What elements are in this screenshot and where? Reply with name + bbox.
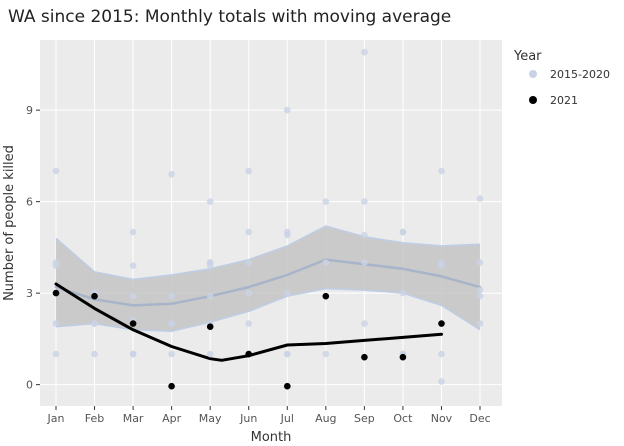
legend-label: 2015-2020 (550, 68, 610, 81)
data-point-2015-2020 (476, 195, 484, 202)
x-tick-label: May (199, 412, 222, 425)
data-point-2015-2020 (322, 350, 330, 358)
x-tick-label: Nov (431, 412, 453, 425)
data-point-2015-2020 (476, 259, 484, 266)
data-point-2015-2020 (245, 228, 252, 236)
x-tick-label: Apr (162, 412, 182, 425)
data-point-2015-2020 (284, 289, 291, 297)
y-tick-label: 6 (26, 196, 33, 209)
data-point-2015-2020 (52, 262, 60, 270)
data-point-2021 (438, 320, 445, 327)
moving-average-lines (54, 258, 482, 362)
data-point-2015-2020 (476, 286, 484, 294)
data-point-2015-2020 (206, 198, 214, 205)
data-point-2015-2020 (206, 292, 214, 300)
data-point-2021 (91, 292, 98, 300)
data-point-2015-2020 (476, 320, 484, 327)
data-point-2015-2020 (206, 262, 214, 270)
legend-marker (529, 70, 537, 78)
y-tick-label: 9 (26, 104, 33, 117)
data-point-2021 (129, 320, 137, 327)
data-point-2015-2020 (284, 231, 291, 239)
data-point-2021 (322, 292, 330, 300)
x-tick-label: Mar (123, 412, 144, 425)
data-point-2015-2020 (52, 350, 60, 358)
y-axis-ticks: 0 3 6 9 (26, 104, 40, 392)
legend-title: Year (513, 49, 542, 64)
data-point-2015-2020 (399, 228, 407, 236)
x-tick-label: Jul (280, 412, 294, 425)
data-point-2021 (361, 353, 368, 361)
data-point-2015-2020 (168, 320, 175, 327)
data-point-2015-2020 (438, 262, 445, 270)
data-point-2015-2020 (206, 350, 214, 358)
data-point-2015-2020 (91, 320, 98, 327)
data-point-2021 (245, 350, 252, 358)
legend-label: 2021 (550, 94, 578, 107)
band-upper-edge (55, 225, 481, 281)
data-point-2015-2020 (476, 292, 484, 300)
data-point-2015-2020 (129, 350, 137, 358)
data-point-2015-2020 (438, 350, 445, 358)
data-point-2015-2020 (399, 289, 407, 297)
data-point-2021 (399, 353, 407, 361)
data-points (52, 48, 484, 390)
x-axis-title: Month (251, 430, 292, 445)
x-tick-label: Feb (85, 412, 104, 425)
data-point-2021 (52, 289, 60, 297)
series-line-2021-average (54, 282, 443, 362)
data-point-2015-2020 (361, 48, 368, 56)
data-point-2015-2020 (168, 350, 175, 358)
y-tick-label: 3 (26, 287, 33, 300)
data-point-2015-2020 (52, 320, 60, 327)
data-point-2015-2020 (52, 167, 60, 175)
data-point-2015-2020 (361, 320, 368, 327)
series-line-2015-2020-average (54, 258, 482, 307)
data-point-2015-2020 (129, 228, 137, 236)
data-point-2015-2020 (284, 350, 291, 358)
data-point-2021 (206, 323, 214, 331)
data-point-2015-2020 (361, 198, 368, 205)
chart-title: WA since 2015: Monthly totals with movin… (8, 7, 451, 27)
data-point-2021 (284, 382, 291, 390)
x-tick-label: Jan (47, 412, 65, 425)
data-point-2015-2020 (361, 231, 368, 239)
plot-panel (40, 40, 502, 406)
data-point-2015-2020 (91, 350, 98, 358)
data-point-2015-2020 (168, 292, 175, 300)
data-point-2021 (168, 382, 175, 390)
data-point-2015-2020 (168, 170, 175, 178)
y-axis-title: Number of people killed (2, 145, 17, 301)
data-point-2015-2020 (284, 106, 291, 114)
x-tick-label: Jun (239, 412, 257, 425)
data-point-2015-2020 (438, 378, 445, 385)
data-point-2015-2020 (322, 259, 330, 266)
data-point-2015-2020 (129, 262, 137, 270)
data-point-2015-2020 (361, 259, 368, 266)
x-tick-label: Sep (354, 412, 375, 425)
x-tick-label: Dec (469, 412, 490, 425)
x-tick-label: Aug (315, 412, 336, 425)
legend: Year 2015-2020 2021 (513, 49, 610, 107)
data-point-2015-2020 (129, 292, 137, 300)
data-point-2015-2020 (322, 198, 330, 205)
data-point-2015-2020 (245, 289, 252, 297)
data-point-2015-2020 (245, 320, 252, 327)
data-point-2015-2020 (245, 167, 252, 175)
band-lower-edge (55, 287, 481, 333)
y-tick-label: 0 (26, 379, 33, 392)
x-tick-label: Oct (393, 412, 413, 425)
data-point-2015-2020 (438, 167, 445, 175)
x-axis-ticks: Jan Feb Mar Apr May Jun Jul Aug Sep Oct Nov Dec (47, 406, 491, 425)
legend-marker (529, 96, 537, 104)
data-point-2015-2020 (245, 259, 252, 266)
